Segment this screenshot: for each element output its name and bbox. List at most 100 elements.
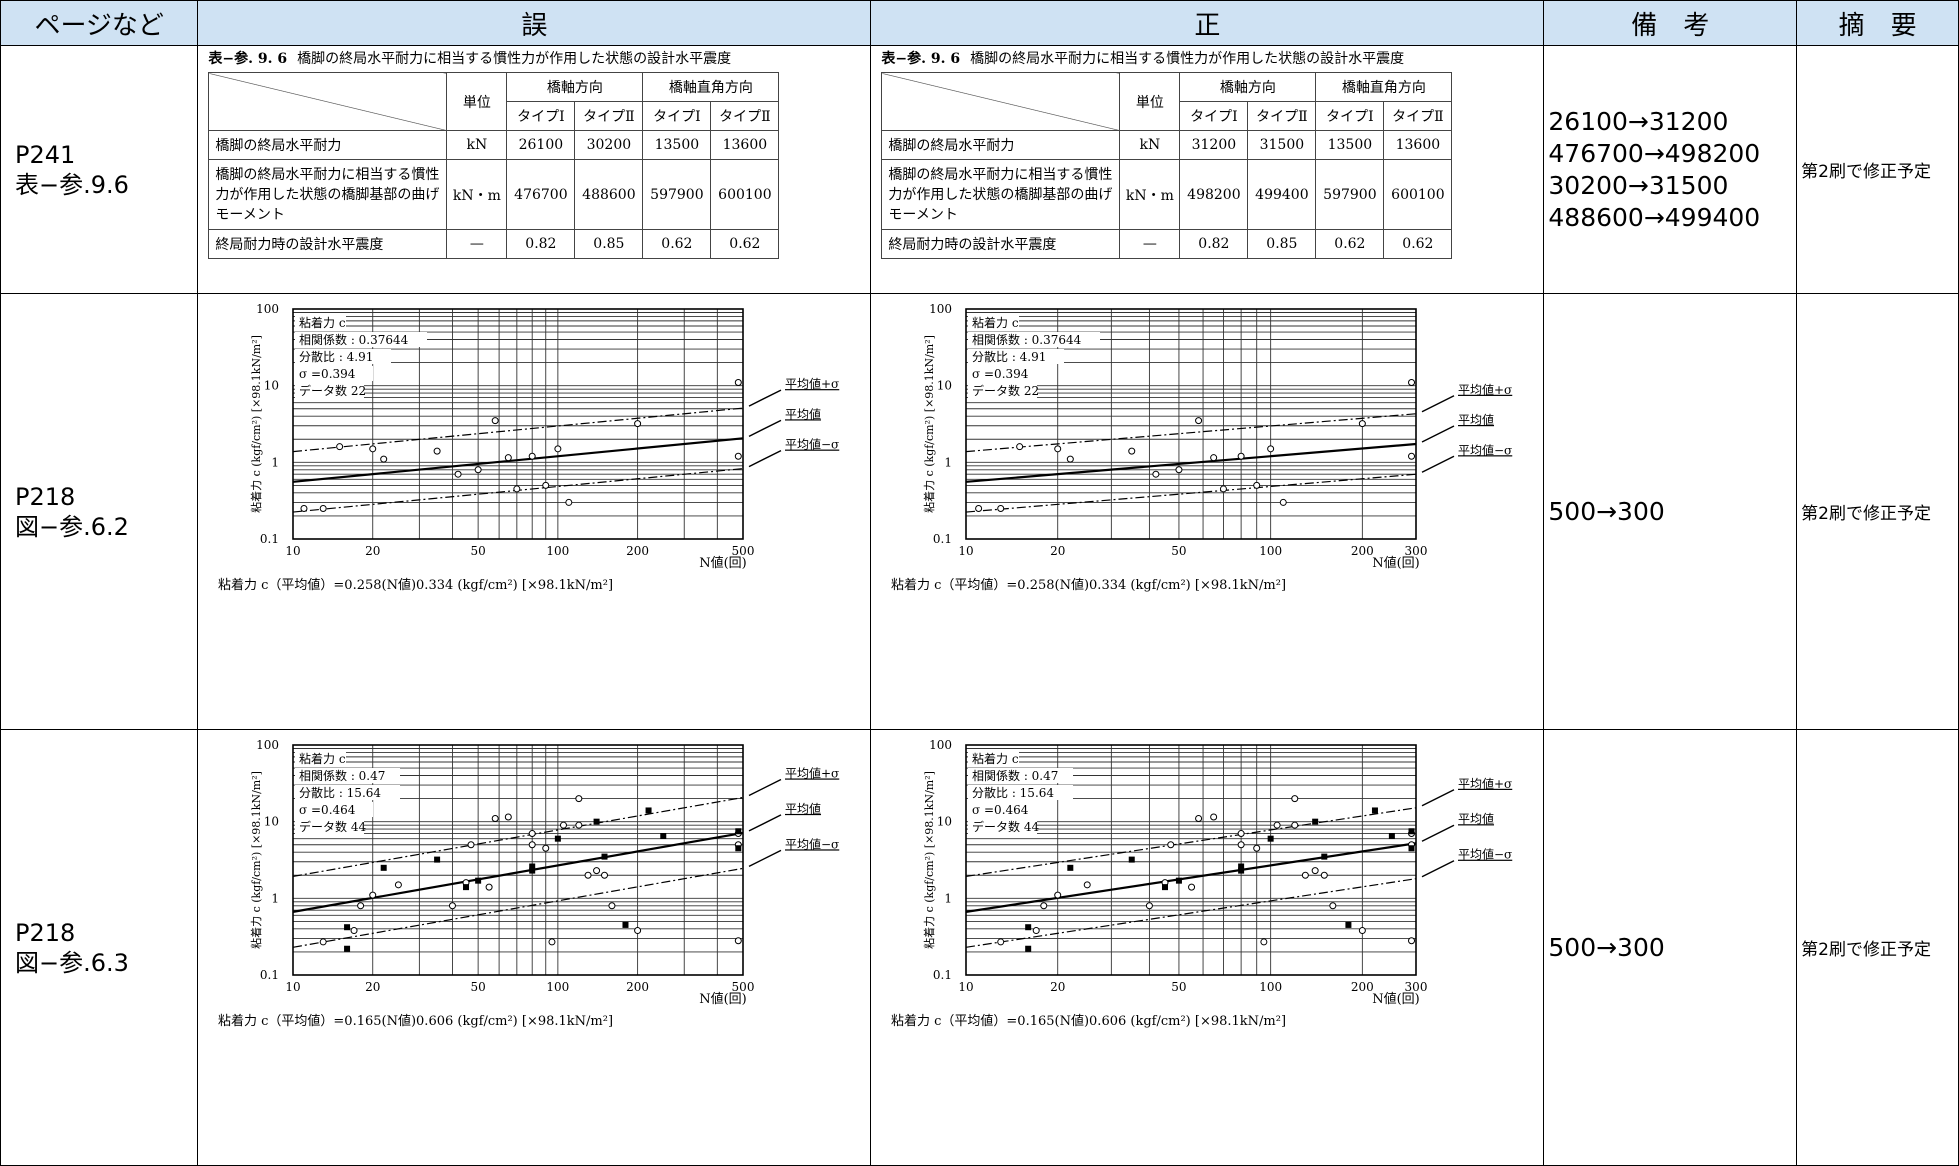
remark-line: 500→300 — [1548, 496, 1665, 526]
remark-line: 500→300 — [1548, 932, 1665, 962]
data-point-open — [1359, 927, 1367, 935]
data-point-open — [975, 504, 983, 512]
data-point-filled — [1025, 924, 1032, 931]
data-point-open — [1016, 443, 1024, 451]
data-point-filled — [475, 877, 482, 884]
x-tick-label: 10 — [959, 544, 974, 558]
data-point-open — [320, 938, 328, 946]
wrong-content: 10 20 50 100 200 500 0.1 1 10 100 N値(回) 粘着力 c (kgf/… — [197, 293, 872, 730]
data-point-filled — [381, 864, 388, 871]
data-point-open — [735, 452, 743, 460]
x-tick-label: 100 — [1260, 544, 1283, 558]
data-point-open — [350, 927, 358, 935]
plot-frame — [292, 308, 745, 540]
value-cell: 13600 — [710, 130, 780, 160]
data-point-open — [1238, 841, 1246, 849]
data-point-open — [336, 443, 344, 451]
plot-frame — [292, 744, 745, 976]
x-tick-label: 50 — [1172, 980, 1187, 994]
stat-bg — [968, 751, 1020, 766]
y-axis-label: 粘着力 c (kgf/cm²) [×98.1kN/m²] — [249, 335, 263, 513]
data-point-open — [1253, 844, 1261, 852]
caption-number: 表−参. 9. 6 — [208, 51, 288, 67]
data-point-open — [1238, 452, 1246, 460]
stat-bg — [295, 751, 347, 766]
data-point-open — [542, 844, 550, 852]
x-tick-label: 20 — [1050, 980, 1065, 994]
value-table: 単位 橋軸方向 橋軸直角方向 タイプⅠ タイプⅡ タイプⅠ タイプⅡ 橋脚の終局水平耐力 kN 3… — [881, 72, 1453, 259]
data-point-filled — [1408, 845, 1415, 852]
data-point-open — [492, 417, 500, 425]
value-cell: 0.82 — [506, 229, 576, 259]
data-point-open — [1040, 902, 1048, 910]
x-tick-label: 10 — [286, 980, 301, 994]
x-tick-label: 10 — [286, 544, 301, 558]
plot-frame — [965, 744, 1418, 976]
formula: 粘着力 c（平均値）=0.258(N値)0.334 (kgf/cm²) [×98… — [218, 577, 613, 593]
row-unit: kN — [446, 130, 508, 160]
data-point-open — [634, 420, 642, 428]
page-ref: P218 図−参.6.3 — [0, 729, 199, 1166]
data-point-open — [735, 937, 743, 945]
data-point-open — [1054, 445, 1062, 453]
data-point-open — [1321, 871, 1329, 879]
page-number: P218 — [15, 482, 76, 511]
dir-header: 橋軸直角方向 — [642, 72, 780, 102]
data-point-filled — [1238, 863, 1245, 870]
stat-line: 分散比 : 15.64 — [972, 785, 1054, 800]
diagonal-cell — [208, 72, 448, 131]
data-point-open — [1210, 454, 1218, 462]
value-cell: 0.85 — [1247, 229, 1317, 259]
data-point-filled — [529, 863, 536, 870]
y-axis-label: 粘着力 c (kgf/cm²) [×98.1kN/m²] — [249, 771, 263, 949]
data-point-open — [584, 871, 592, 879]
label-arrow — [1422, 425, 1455, 443]
data-point-open — [380, 455, 388, 463]
data-point-open — [1291, 821, 1299, 829]
line-label: 平均値+σ — [1458, 776, 1512, 791]
type-header: タイプⅠ — [1179, 101, 1249, 131]
data-point-open — [1146, 902, 1154, 910]
stat-bg — [295, 366, 374, 381]
y-tick-label: 1 — [945, 891, 953, 905]
data-point-open — [1210, 813, 1218, 821]
label-arrow — [749, 389, 782, 407]
value-cell: 13500 — [642, 130, 712, 160]
line-label: 平均値 — [1458, 811, 1494, 826]
data-point-filled — [529, 867, 536, 874]
caption-number: 表−参. 9. 6 — [881, 51, 961, 67]
dir-header: 橋軸直角方向 — [1315, 72, 1453, 102]
data-point-open — [505, 454, 513, 462]
value-cell: 597900 — [1315, 159, 1385, 230]
data-point-open — [1220, 485, 1228, 493]
row-unit: — — [1119, 229, 1181, 259]
value-row: 終局耐力時の設計水平震度 —0.82 0.85 0.62 0.62 — [208, 229, 780, 259]
data-point-filled — [1238, 867, 1245, 874]
data-point-open — [467, 841, 475, 849]
mean-plus-sigma-line — [293, 407, 744, 453]
data-point-open — [1195, 417, 1203, 425]
data-point-open — [529, 452, 537, 460]
data-point-open — [300, 504, 308, 512]
data-point-open — [1238, 830, 1246, 838]
x-tick-label: 200 — [1351, 980, 1374, 994]
y-tick-label: 100 — [929, 302, 952, 316]
value-cell: 488600 — [574, 159, 644, 230]
stat-bg — [968, 349, 1065, 364]
mean-line — [293, 437, 744, 483]
header-wrong: 誤 — [197, 0, 872, 46]
y-tick-label: 1 — [272, 891, 280, 905]
formula: 粘着力 c（平均値）=0.258(N値)0.334 (kgf/cm²) [×98… — [891, 577, 1286, 593]
y-axis-label: 粘着力 c (kgf/cm²) [×98.1kN/m²] — [922, 771, 936, 949]
stat-line: 分散比 : 4.91 — [972, 349, 1046, 364]
label-arrow — [1422, 860, 1455, 878]
stat-bg — [295, 785, 401, 800]
value-cell: 597900 — [642, 159, 712, 230]
value-cell: 499400 — [1247, 159, 1317, 230]
diagonal-cell — [881, 72, 1121, 131]
plot-frame — [965, 308, 1418, 540]
data-point-filled — [1025, 945, 1032, 952]
y-tick-label: 0.1 — [260, 968, 279, 982]
x-tick-label: 200 — [627, 544, 650, 558]
correct-content: 10 20 50 100 200 300 0.1 1 10 100 N値(回) 粘着力 c (kgf/… — [870, 293, 1545, 730]
